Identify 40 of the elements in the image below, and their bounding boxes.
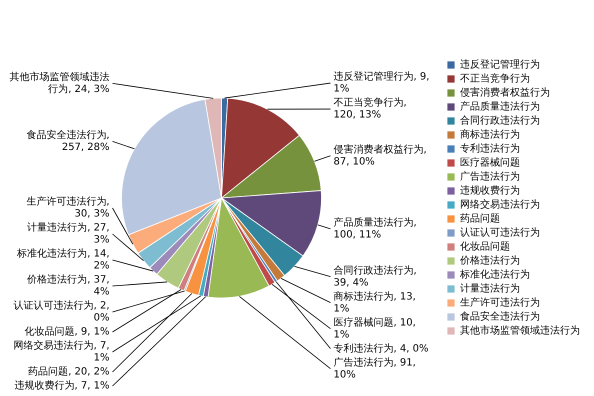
legend-label: 广告违法行为 xyxy=(460,170,520,183)
legend-label: 合同行政违法行为 xyxy=(460,114,540,127)
data-label: 违规收费行为, 7, 1% xyxy=(14,380,110,392)
legend-label: 违规收费行为 xyxy=(460,184,520,197)
data-label: 药品问题, 20, 2% xyxy=(28,366,110,378)
legend-label: 食品安全违法行为 xyxy=(460,310,540,323)
legend-label: 侵害消费者权益行为 xyxy=(460,86,550,99)
data-label: 计量违法行为, 27, 3% xyxy=(27,222,110,246)
legend-label: 药品问题 xyxy=(460,212,500,225)
data-label: 其他市场监管领域违法行为, 24, 3% xyxy=(10,70,110,95)
legend-label: 生产许可违法行为 xyxy=(460,296,540,309)
legend-label: 标准化违法行为 xyxy=(459,268,530,281)
legend-label: 其他市场监管领域违法行为 xyxy=(460,324,580,337)
data-label: 标准化违法行为, 14, 2% xyxy=(16,248,110,272)
data-label: 网络交易违法行为, 7, 1% xyxy=(14,340,110,364)
legend-label: 专利违法行为 xyxy=(460,142,520,155)
data-label: 生产许可违法行为, 30, 3% xyxy=(26,196,110,220)
data-label: 违反登记管理行为, 9, 1% xyxy=(334,70,430,95)
data-label: 医疗器械问题, 10, 1% xyxy=(334,316,416,340)
data-label: 价格违法行为, 37, 4% xyxy=(26,274,110,298)
data-label: 侵害消费者权益行为, 87, 10% xyxy=(334,143,427,168)
data-label: 化妆品问题, 9, 1% xyxy=(24,326,110,338)
legend-label: 产品质量违法行为 xyxy=(460,100,540,113)
legend-label: 商标违法行为 xyxy=(460,128,520,141)
data-label: 产品质量违法行为, 100, 11% xyxy=(334,216,417,240)
data-label: 不正当竞争行为, 120, 13% xyxy=(334,96,407,121)
legend-label: 医疗器械问题 xyxy=(460,156,520,169)
data-label: 专利违法行为, 4, 0% xyxy=(334,342,428,354)
data-label: 食品安全违法行为, 257, 28% xyxy=(26,129,110,154)
legend-label: 化妆品问题 xyxy=(460,240,510,253)
data-label: 商标违法行为, 13, 1% xyxy=(334,290,416,314)
legend-label: 计量违法行为 xyxy=(460,282,520,295)
legend-label: 不正当竞争行为 xyxy=(460,72,530,85)
legend-label: 违反登记管理行为 xyxy=(460,58,540,71)
data-label: 广告违法行为, 91, 10% xyxy=(334,356,416,380)
legend-label: 认证认可违法行为 xyxy=(460,226,540,239)
data-label: 合同行政违法行为, 39, 4% xyxy=(334,264,417,288)
data-label: 认证认可违法行为, 2, 0% xyxy=(14,300,110,324)
legend-label: 网络交易违法行为 xyxy=(460,198,540,211)
legend-label: 价格违法行为 xyxy=(459,254,520,267)
